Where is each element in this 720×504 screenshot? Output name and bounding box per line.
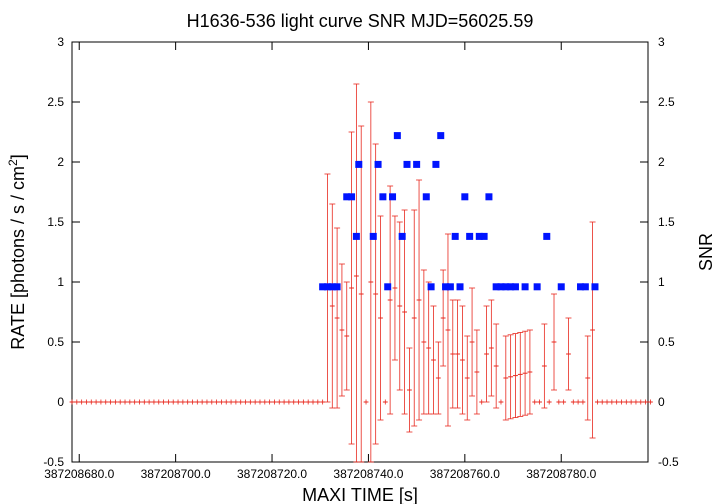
y-axis-label-superscript: 2 [6,159,20,166]
snr-point [352,232,360,240]
snr-point [343,193,351,201]
snr-point [581,283,589,291]
y2-tick-label: 1 [658,275,665,289]
y-tick-label: 2.5 [47,95,64,109]
snr-point [485,193,493,201]
x-tick-label: 387208680.0 [44,467,114,481]
y-tick-label: 1 [57,275,64,289]
snr-point [398,232,406,240]
x-tick-label: 387208700.0 [141,467,211,481]
snr-point [403,160,411,168]
snr-point [369,232,377,240]
snr-point [348,193,356,201]
snr-point [461,193,469,201]
snr-point [355,160,363,168]
snr-point [557,283,565,291]
y2-tick-label: 2 [658,155,665,169]
snr-point [333,283,341,291]
y-axis-label-text: RATE [photons / s / cm [8,166,28,350]
snr-point [502,283,510,291]
snr-point [413,160,421,168]
rate-series [69,83,653,463]
snr-point [328,283,336,291]
snr-point [319,283,327,291]
snr-point [384,283,392,291]
y-tick-label: 1.5 [47,215,64,229]
snr-point [511,283,519,291]
snr-point [437,132,445,140]
snr-point [323,283,331,291]
snr-point [442,283,450,291]
snr-point [432,160,440,168]
snr-point [374,160,382,168]
y-tick-label: 0 [57,395,64,409]
snr-series [319,132,599,291]
snr-point [451,232,459,240]
snr-point [456,283,464,291]
snr-point [422,193,430,201]
y-tick-label: 0.5 [47,335,64,349]
plot-frame [71,41,649,463]
snr-point [543,232,551,240]
x-tick-label: 387208760.0 [430,467,500,481]
x-axis-ticks: 387208680.0 387208700.0 387208720.0 3872087… [44,42,597,481]
snr-point [521,283,529,291]
snr-point [507,283,515,291]
snr-point [427,283,435,291]
y2-tick-label: 1.5 [658,215,675,229]
y-axis-ticks: -0.5 -0.5 0 0 0.5 0.5 1 1 1.5 1.5 2 2 2.5 2.5 3 3 [43,35,679,469]
x-tick-label: 387208780.0 [526,467,596,481]
snr-point [591,283,599,291]
x-tick-label: 387208740.0 [333,467,403,481]
y2-tick-label: 0.5 [658,335,675,349]
snr-point [480,232,488,240]
y-axis-label-close: ] [8,154,28,159]
snr-point [393,132,401,140]
snr-point [475,232,483,240]
y-axis-label: RATE [photons / s / cm2] [6,154,28,349]
y-tick-label: -0.5 [43,455,64,469]
x-tick-label: 387208720.0 [237,467,307,481]
y-tick-label: 2 [57,155,64,169]
snr-point [577,283,585,291]
y2-tick-label: 3 [658,35,665,49]
y2-tick-label: 0 [658,395,665,409]
snr-point [389,193,397,201]
x-axis-label: MAXI TIME [s] [302,485,418,504]
chart-title: H1636-536 light curve SNR MJD=56025.59 [187,11,534,31]
y2-tick-label: -0.5 [658,455,679,469]
y2-tick-label: 2.5 [658,95,675,109]
snr-point [379,193,387,201]
snr-point [533,283,541,291]
snr-point [492,283,500,291]
snr-point [497,283,505,291]
y2-axis-label: SNR [696,233,716,271]
snr-point [446,283,454,291]
y-tick-label: 3 [57,35,64,49]
snr-point [466,232,474,240]
